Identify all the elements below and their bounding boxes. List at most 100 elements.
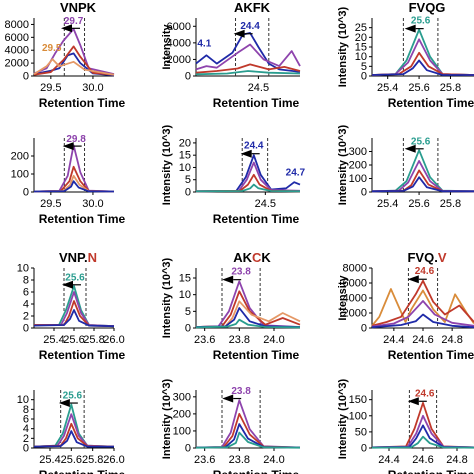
y-axis-label: Intensity (10^3): [161, 257, 173, 338]
y-tick-label: 6000: [167, 21, 191, 33]
x-tick-label: 25.8: [440, 82, 461, 94]
x-tick-label: 24.5: [255, 198, 276, 210]
x-tick-label: 24.4: [383, 334, 404, 346]
series-line: [34, 300, 115, 328]
x-tick-label: 25.6: [408, 198, 429, 210]
peak-rt-label: 29.5: [42, 43, 62, 54]
x-tick-label: 25.8: [82, 454, 103, 466]
peak-rt-label: 29.8: [66, 134, 86, 145]
x-tick-label: 30.0: [82, 82, 103, 94]
peak-rt-label: 23.8: [231, 386, 251, 397]
series-line: [33, 430, 114, 448]
y-axis-label: Intensity: [337, 275, 349, 321]
x-tick-label: 25.6: [408, 82, 429, 94]
x-axis-label: Retention Time: [213, 212, 300, 226]
x-axis-label: Retention Time: [39, 348, 126, 362]
y-tick-label: 4000: [167, 37, 191, 49]
peak-arrow-marker: [404, 24, 416, 33]
x-axis-label: Retention Time: [388, 348, 474, 362]
series-line: [195, 423, 301, 449]
y-tick-label: 200: [11, 151, 29, 163]
y-axis-label: Intensity (10^3): [337, 378, 349, 459]
peak-arrow-marker: [62, 142, 74, 151]
y-tick-label: 4: [23, 423, 29, 435]
x-axis-label: Retention Time: [39, 468, 126, 474]
y-axis-label: Intensity (10^3): [337, 6, 349, 87]
peak-rt-label: 24.4: [244, 141, 264, 152]
x-tick-label: 23.6: [194, 454, 215, 466]
title-text: VNP.: [59, 250, 88, 265]
chart-panel: 0 2000 4000 6000 8000 24.4 24.6 24.8 Retention T…: [337, 250, 474, 362]
series-line: [371, 59, 474, 76]
chart-panel: 0 2000 4000 6000 24.5 Retention Time Intensity…: [161, 0, 301, 110]
peak-arrow-marker: [240, 149, 252, 158]
title-end: K: [261, 250, 271, 265]
y-tick-label: 2: [23, 433, 29, 445]
y-tick-label: 15: [179, 150, 191, 162]
y-tick-label: 2: [23, 311, 29, 323]
x-tick-label: 24.4: [378, 454, 399, 466]
y-axis-label: Intensity (10^3): [161, 124, 173, 205]
series-line: [195, 43, 301, 71]
x-tick-label: 26.0: [103, 454, 124, 466]
y-axis-label: Intensity: [161, 24, 173, 70]
y-tick-label: 20: [179, 137, 191, 149]
peak-arrow-marker: [58, 399, 70, 408]
y-tick-label: 10: [179, 289, 191, 301]
y-tick-label: 200: [349, 160, 367, 172]
x-tick-label: 23.8: [229, 454, 250, 466]
y-tick-label: 0: [185, 323, 191, 335]
y-tick-label: 0: [361, 323, 367, 335]
chart-panel: 0 50 100 150 24.4 24.6 24.8 Retention Time Inten…: [337, 378, 474, 474]
y-tick-label: 100: [349, 173, 367, 185]
chart-title: AKFK: [234, 0, 271, 15]
series-line: [33, 180, 115, 193]
title-text: AKFK: [234, 0, 271, 15]
y-tick-label: 8: [23, 275, 29, 287]
peak-rt-label: 25.6: [63, 391, 83, 402]
x-tick-label: 23.6: [194, 334, 215, 346]
x-tick-label: 25.6: [63, 334, 84, 346]
y-tick-label: 200: [173, 408, 191, 420]
y-tick-label: 6: [23, 414, 29, 426]
y-tick-label: 4000: [343, 293, 367, 305]
y-tick-label: 8000: [5, 19, 29, 31]
series-line: [33, 174, 115, 193]
series-line: [195, 318, 301, 329]
x-tick-label: 25.4: [377, 198, 398, 210]
chart-title: VNPK: [60, 0, 97, 15]
y-tick-label: 0: [361, 187, 367, 199]
chart-panel: 0 100 200 29.5 30.0 Retention Time 29.8: [11, 134, 126, 226]
series-line: [195, 70, 301, 76]
peak-rt-label: 24.6: [415, 389, 435, 400]
chart-title: FVQ.V: [407, 250, 446, 265]
series-line: [195, 290, 301, 328]
y-tick-label: 5: [361, 61, 367, 73]
x-tick-label: 29.5: [40, 198, 61, 210]
title-modification: C: [252, 250, 262, 265]
series-line: [195, 399, 301, 449]
y-tick-label: 0: [185, 187, 191, 199]
y-tick-label: 6000: [343, 278, 367, 290]
y-tick-label: 10: [179, 162, 191, 174]
x-axis-label: Retention Time: [213, 96, 300, 110]
series-line: [371, 300, 474, 328]
y-tick-label: 2000: [343, 308, 367, 320]
y-tick-label: 0: [23, 443, 29, 455]
y-tick-label: 0: [23, 71, 29, 83]
x-tick-label: 24.0: [263, 334, 284, 346]
x-tick-label: 24.5: [248, 82, 269, 94]
chart-title: VNP.N: [59, 250, 97, 265]
peak-arrow-marker: [404, 144, 416, 153]
x-tick-label: 24.6: [412, 334, 433, 346]
x-tick-label: 25.4: [39, 454, 60, 466]
y-tick-label: 15: [355, 42, 367, 54]
x-axis-label: Retention Time: [39, 96, 126, 110]
title-text: FVQG: [409, 0, 446, 15]
x-tick-label: 25.4: [43, 334, 64, 346]
